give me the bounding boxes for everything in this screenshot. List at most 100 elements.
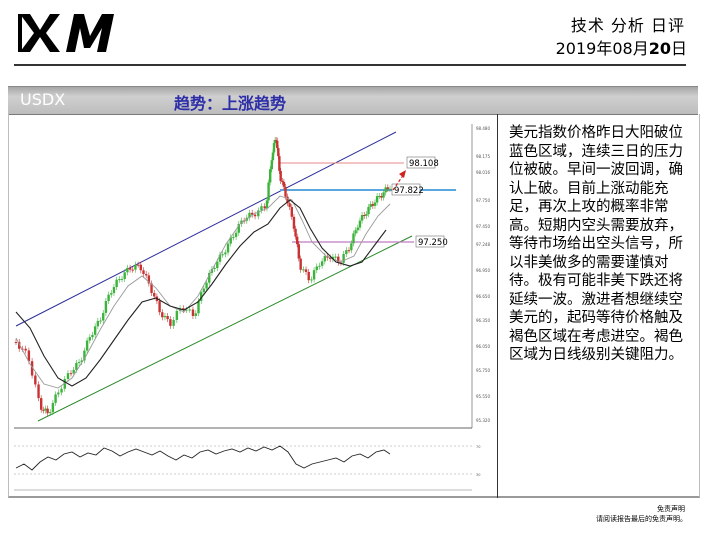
- candle-body: [278, 156, 281, 171]
- candle-body: [139, 264, 143, 271]
- candle-body: [104, 300, 108, 313]
- oscillator-line: [15, 445, 391, 471]
- candle-body: [216, 261, 219, 269]
- candle-body: [88, 337, 91, 341]
- candle-body: [356, 227, 359, 231]
- candle-body: [284, 186, 287, 197]
- candle-body: [226, 243, 230, 253]
- candle-body: [274, 140, 278, 142]
- candle-body: [144, 273, 148, 276]
- moving-average-slow: [15, 199, 387, 387]
- candle-body: [134, 264, 137, 270]
- candle-body: [49, 412, 52, 414]
- candle-body: [253, 214, 257, 217]
- candle-body: [297, 244, 300, 259]
- level-label-97250: 97.250: [415, 235, 448, 248]
- candle-body: [77, 362, 81, 364]
- candle-body: [386, 187, 390, 189]
- candle-body: [234, 232, 238, 237]
- price-chart: 98.480 98.175 98.016 97.750 97.450 97.24…: [10, 116, 492, 494]
- candle-body: [60, 388, 63, 393]
- candle-body: [248, 212, 251, 218]
- candle-body: [54, 394, 57, 403]
- candle-body: [358, 220, 362, 228]
- candle-body: [112, 287, 116, 294]
- candle-body: [331, 256, 335, 260]
- moving-average-fast: [15, 195, 391, 389]
- candle-body: [197, 300, 200, 314]
- candle-body: [66, 373, 70, 379]
- candle-body: [128, 267, 132, 270]
- candle-body: [194, 313, 198, 316]
- candle-body: [270, 160, 273, 170]
- candle-body: [110, 293, 113, 295]
- svg-text:97.250: 97.250: [418, 238, 448, 248]
- candle-body: [294, 228, 297, 237]
- candle-body: [388, 188, 392, 190]
- candle-body: [279, 170, 282, 181]
- candle-body: [373, 202, 377, 206]
- candle-body: [136, 264, 140, 266]
- candle-body: [307, 271, 310, 281]
- candle-body: [18, 342, 21, 349]
- commentary-text: 美元指数价格昨日大阳破位蓝色区域，连续三日的压力位被破。早间一波回调，确认上破。…: [509, 125, 683, 363]
- svg-text:96.650: 96.650: [476, 294, 490, 299]
- candle-body: [221, 254, 224, 256]
- candle-body: [158, 301, 161, 313]
- candle-body: [277, 148, 280, 157]
- candle-body: [369, 204, 372, 207]
- svg-text:70: 70: [476, 445, 480, 449]
- svg-text:97.750: 97.750: [476, 198, 490, 203]
- candle-body: [205, 282, 208, 289]
- candle-body: [75, 362, 78, 370]
- candle-body: [237, 224, 240, 233]
- candle-body: [63, 378, 66, 389]
- candle-body: [281, 180, 284, 182]
- svg-text:98.108: 98.108: [409, 159, 439, 169]
- candle-body: [123, 272, 126, 279]
- svg-text:95.550: 95.550: [476, 394, 490, 399]
- candle-body: [363, 215, 366, 217]
- header-divider: [14, 64, 686, 66]
- candle-body: [199, 292, 203, 301]
- candle-body: [72, 369, 75, 374]
- candle-body: [142, 270, 145, 274]
- up-arrow-icon: [392, 170, 406, 191]
- report-type: 技术 分析 日评: [570, 16, 685, 35]
- candle-body: [352, 233, 355, 244]
- symbol-label: USDX: [20, 90, 66, 109]
- column-divider: [497, 114, 498, 498]
- candle-body: [163, 316, 167, 318]
- report-date: 2019年08月20日: [555, 39, 687, 58]
- candle-body: [299, 258, 302, 270]
- candle-body: [232, 236, 235, 238]
- candle-body: [342, 253, 345, 263]
- candle-body: [378, 196, 381, 198]
- candle-body: [375, 196, 379, 203]
- candle-body: [367, 206, 370, 215]
- candle-body: [272, 143, 276, 153]
- candle-body: [46, 408, 49, 414]
- candle-body: [51, 402, 55, 413]
- candle-body: [271, 152, 275, 161]
- candle-body: [126, 267, 129, 273]
- candle-body: [69, 373, 73, 375]
- candle-body: [166, 316, 169, 320]
- candle-body: [382, 192, 385, 198]
- level-label-98108: 98.108: [406, 156, 439, 169]
- candle-body: [169, 319, 172, 326]
- candle-body: [263, 206, 266, 209]
- candle-body: [257, 210, 260, 217]
- candle-body: [295, 236, 299, 245]
- candle-body: [118, 279, 121, 281]
- candle-body: [188, 309, 191, 311]
- level-label-97822: 97.822: [391, 183, 424, 196]
- candle-body: [44, 408, 47, 411]
- candle-body: [310, 279, 313, 281]
- candle-body: [102, 312, 105, 321]
- candle-body: [282, 181, 286, 187]
- candle-body: [175, 310, 179, 320]
- candle-body: [273, 140, 277, 144]
- candle-body: [315, 266, 318, 271]
- candle-body: [161, 312, 164, 318]
